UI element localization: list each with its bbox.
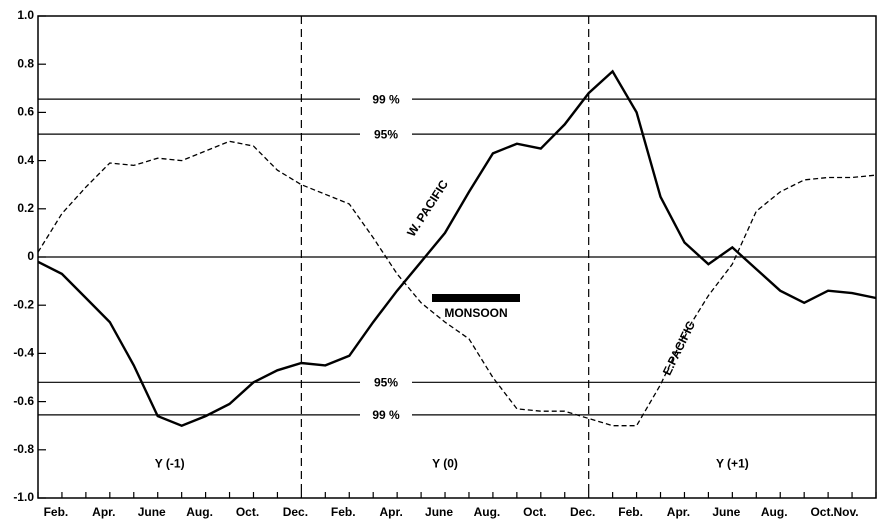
period-label: Y (0) bbox=[432, 456, 458, 470]
x-tick-label: Apr. bbox=[92, 505, 115, 519]
reference-label: 99 % bbox=[372, 92, 400, 106]
reference-label: 99 % bbox=[372, 408, 400, 422]
reference-label: 95% bbox=[374, 375, 398, 389]
y-tick-label: 0.4 bbox=[17, 153, 34, 167]
reference-label-bg bbox=[360, 127, 412, 142]
series-line bbox=[37, 140, 877, 427]
x-tick-label: Feb. bbox=[44, 505, 69, 519]
y-tick-label: -0.4 bbox=[13, 346, 34, 360]
series-line bbox=[37, 69, 877, 427]
annotation: MONSOON bbox=[444, 306, 507, 320]
x-tick-label: Feb. bbox=[618, 505, 643, 519]
x-tick-label: June bbox=[138, 505, 166, 519]
y-tick-label: -0.2 bbox=[13, 297, 34, 311]
y-tick-label: 0.6 bbox=[17, 105, 34, 119]
x-tick-label: Dec. bbox=[283, 505, 308, 519]
reference-label-bg bbox=[360, 375, 412, 390]
x-tick-label: Feb. bbox=[331, 505, 356, 519]
x-tick-label: Aug. bbox=[474, 505, 501, 519]
y-tick-label: 0.2 bbox=[17, 201, 34, 215]
reference-label: 95% bbox=[374, 127, 398, 141]
x-tick-label: June bbox=[425, 505, 453, 519]
series-label: E.PACIFIC bbox=[660, 319, 698, 378]
y-tick-label: -0.8 bbox=[13, 442, 34, 456]
x-tick-label: Oct. bbox=[810, 505, 833, 519]
monsoon-bar bbox=[432, 294, 520, 302]
y-tick-label: -0.6 bbox=[13, 394, 34, 408]
period-label: Y (+1) bbox=[716, 456, 749, 470]
x-tick-label: Oct. bbox=[236, 505, 259, 519]
reference-label-bg bbox=[360, 92, 412, 107]
x-tick-label: Oct. bbox=[523, 505, 546, 519]
period-label: Y (-1) bbox=[155, 456, 185, 470]
x-tick-label: Apr. bbox=[667, 505, 690, 519]
x-tick-label: Aug. bbox=[761, 505, 788, 519]
y-tick-label: -1.0 bbox=[13, 490, 34, 504]
y-tick-label: 0 bbox=[27, 249, 34, 263]
series-label: W. PACIFIC bbox=[404, 177, 451, 239]
y-tick-label: 0.8 bbox=[17, 56, 34, 70]
x-tick-label: Aug. bbox=[186, 505, 213, 519]
x-tick-label: Apr. bbox=[379, 505, 402, 519]
reference-label-bg bbox=[360, 407, 412, 422]
x-tick-label: June bbox=[712, 505, 740, 519]
x-tick-label: Nov. bbox=[833, 505, 858, 519]
y-tick-label: 1.0 bbox=[17, 8, 34, 22]
x-tick-label: Dec. bbox=[570, 505, 595, 519]
